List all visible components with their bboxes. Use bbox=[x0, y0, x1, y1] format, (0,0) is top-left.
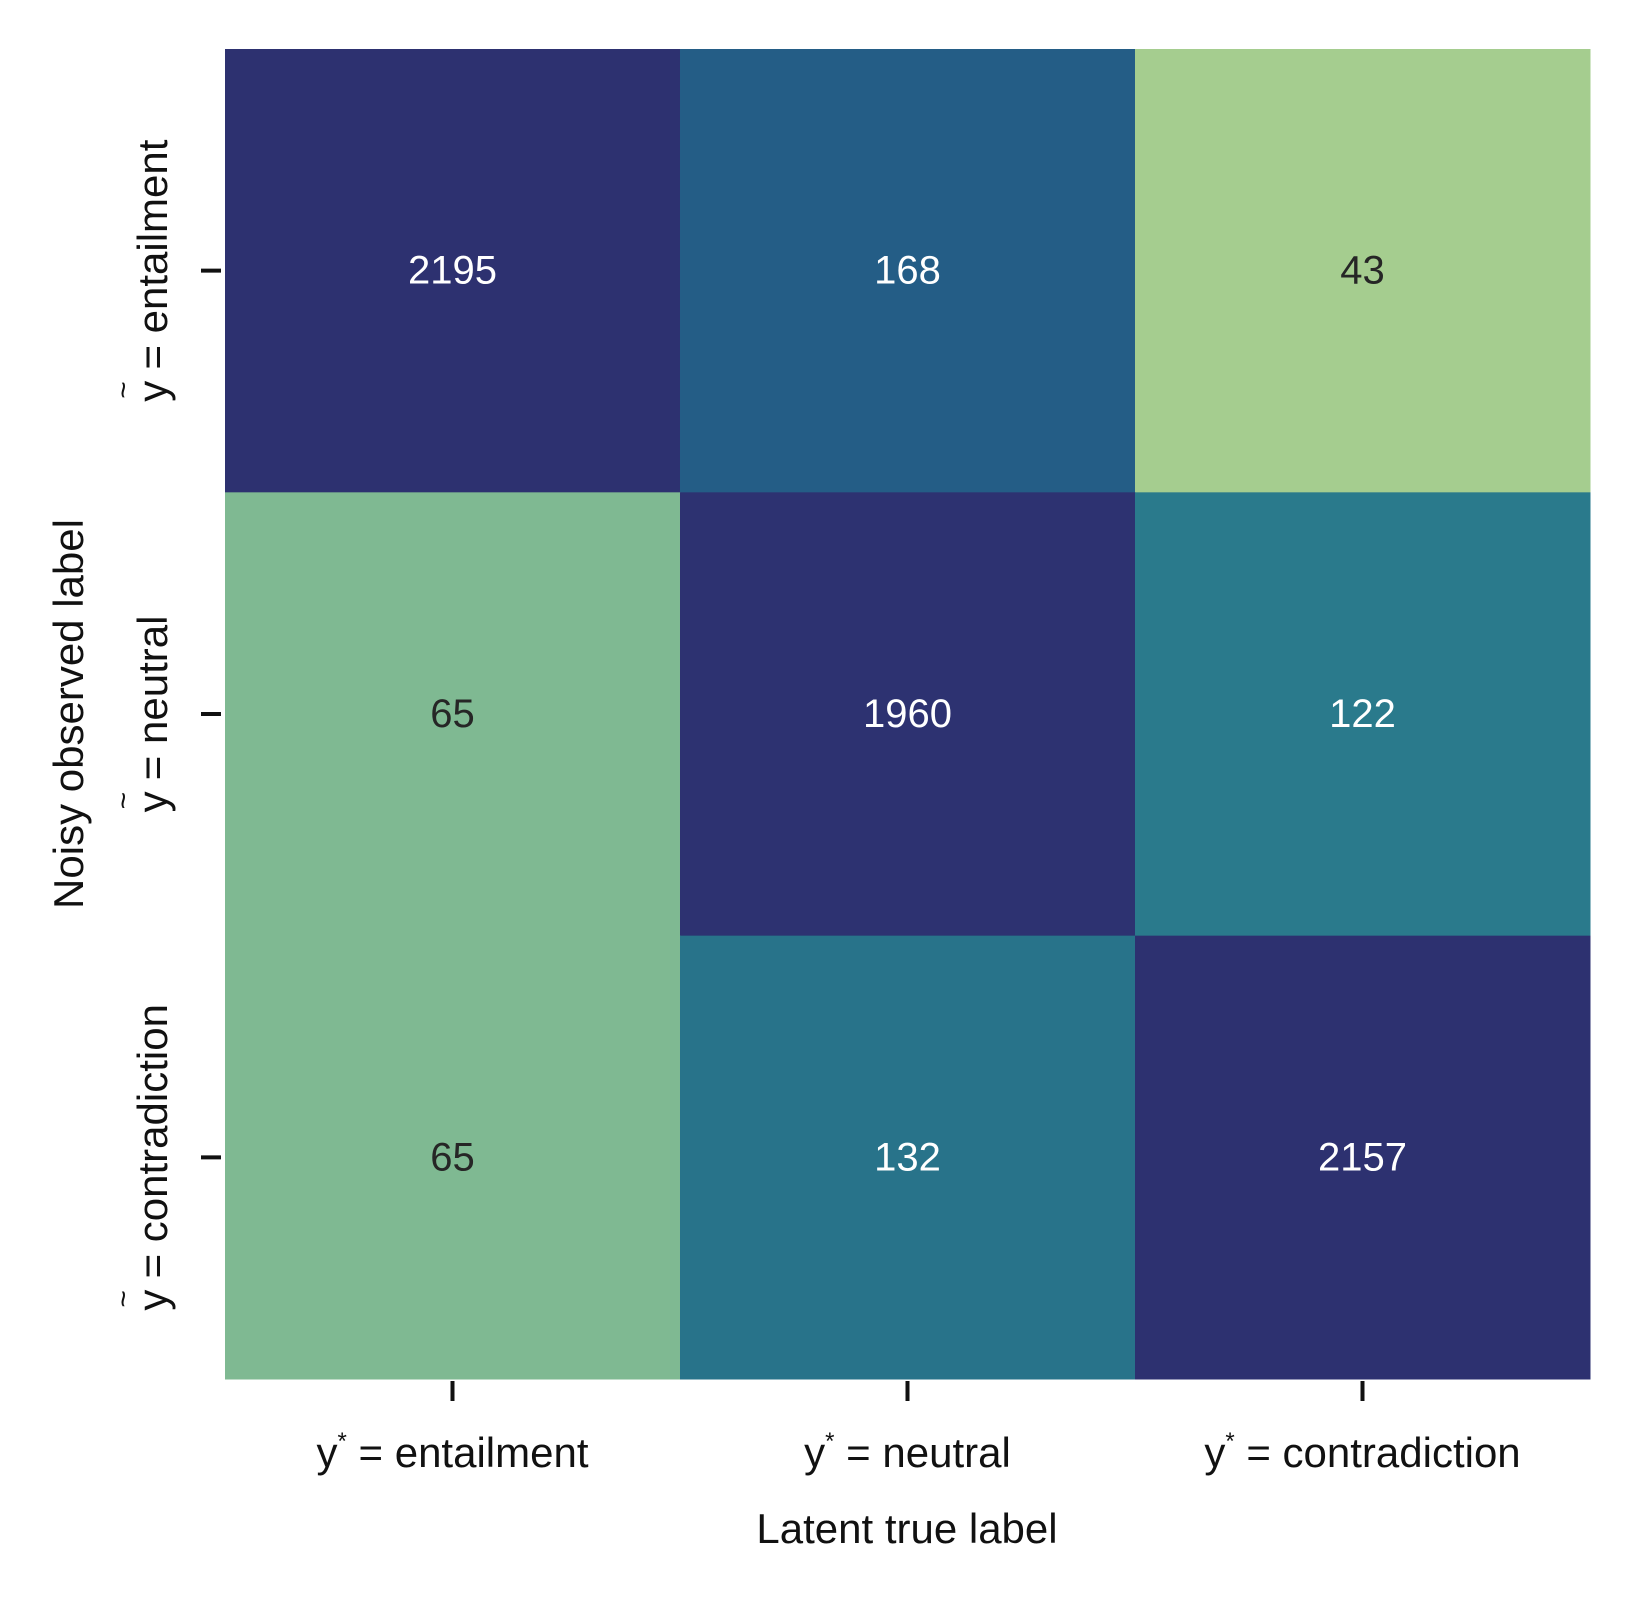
heatmap-cell-r1-c1 bbox=[680, 492, 1136, 937]
heatmap-cell-r0-c2 bbox=[1135, 49, 1591, 493]
y-axis-ticks: y~ = entailment y~ = neutral y~ = contradi… bbox=[107, 139, 221, 1311]
heatmap-value-label-r1-c1: 1960 bbox=[863, 692, 952, 736]
heatmap-value-label-r2-c1: 132 bbox=[874, 1135, 941, 1179]
x-tick-label-1: y* = neutral bbox=[804, 1428, 1011, 1476]
heatmap-value-label-r2-c0: 65 bbox=[430, 1135, 475, 1179]
heatmap-cell-r2-c0 bbox=[225, 935, 681, 1380]
heatmap-cell-r2-c2 bbox=[1135, 935, 1591, 1380]
heatmap-value-label-r0-c2: 43 bbox=[1340, 249, 1385, 293]
heatmap-value-label-r1-c0: 65 bbox=[430, 692, 475, 736]
heatmap-value-label-r1-c2: 122 bbox=[1329, 692, 1396, 736]
y-tick-label-1: y~ = neutral bbox=[107, 616, 176, 813]
x-tick-label-0: y* = entailment bbox=[317, 1428, 589, 1476]
heatmap-value-label-r0-c1: 168 bbox=[874, 249, 941, 293]
x-tick-label-2: y* = contradiction bbox=[1204, 1428, 1520, 1476]
heatmap-cell-r1-c0 bbox=[225, 492, 681, 937]
heatmap-cell-r0-c1 bbox=[680, 49, 1136, 493]
heatmap-cells: 2195 168 43 65 1960 122 65 132 2157 bbox=[225, 49, 1591, 1380]
y-tick-label-0: y~ = entailment bbox=[107, 139, 176, 402]
heatmap-value-label-r0-c0: 2195 bbox=[408, 249, 497, 293]
x-axis-title: Latent true label bbox=[756, 1505, 1057, 1552]
heatmap-cell-r1-c2 bbox=[1135, 492, 1591, 937]
heatmap-cell-r0-c0 bbox=[225, 49, 681, 493]
heatmap-value-label-r2-c2: 2157 bbox=[1318, 1135, 1407, 1179]
x-axis-ticks: y* = entailment y* = neutral y* = contradi… bbox=[317, 1381, 1521, 1476]
y-axis-title: Noisy observed label bbox=[45, 519, 92, 909]
heatmap-cell-r2-c1 bbox=[680, 935, 1136, 1380]
y-tick-label-2: y~ = contradiction bbox=[107, 1004, 176, 1311]
